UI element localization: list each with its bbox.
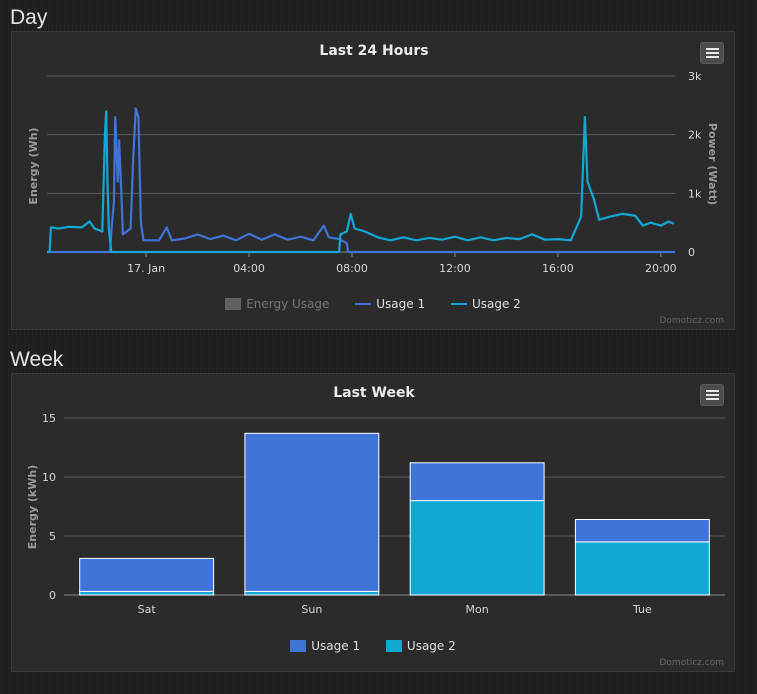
menu-bar (706, 390, 719, 392)
legend-item-usage-2[interactable]: Usage 2 (450, 297, 521, 311)
x-tick-label: Mon (466, 603, 489, 616)
y-tick-label: 10 (42, 471, 56, 484)
x-tick-label: 12:00 (439, 262, 471, 275)
week-legend: Usage 1 Usage 2 (12, 639, 734, 653)
menu-bar (706, 52, 719, 54)
plot-area (79, 432, 710, 596)
x-axis-ticks: Sat Sun Mon Tue (138, 603, 652, 616)
menu-bar (706, 56, 719, 58)
y-tick-label: 2k (688, 129, 702, 142)
legend-swatch (290, 639, 307, 652)
x-tick-label: 17. Jan (127, 262, 165, 275)
week-section-title: Week (10, 348, 64, 371)
legend-swatch (385, 639, 402, 652)
menu-bar (706, 398, 719, 400)
day-legend: Energy Usage Usage 1 Usage 2 (12, 297, 734, 311)
bar-usage-2-sun (244, 591, 380, 596)
menu-bar (706, 394, 719, 396)
bar-usage-2-sat (79, 591, 215, 596)
credit-link[interactable]: Domoticz.com (659, 316, 725, 326)
legend-item-usage-2[interactable]: Usage 2 (385, 639, 456, 653)
legend-swatch (450, 302, 467, 305)
bar-usage-1-sun (244, 432, 380, 592)
y-tick-label: 15 (42, 412, 56, 425)
y-axis-left-label: Energy (Wh) (27, 127, 40, 204)
legend-label: Usage 2 (471, 297, 521, 311)
y-tick-label: 1k (688, 187, 702, 200)
day-chart-menu-button[interactable] (700, 42, 724, 64)
day-chart-panel: Last 24 Hours 0 1k 2k 3k 17. Jan 04:00 08:00 1… (11, 31, 735, 330)
chart-title: Last Week (333, 385, 415, 401)
x-tick-label: Sun (301, 603, 322, 616)
x-tick-label: 20:00 (645, 262, 677, 275)
x-tick-label: Tue (632, 603, 652, 616)
day-section-title: Day (10, 6, 48, 29)
credit-link[interactable]: Domoticz.com (659, 658, 725, 668)
bar-usage-1-tue (574, 519, 710, 543)
legend-item-usage-1[interactable]: Usage 1 (290, 639, 360, 653)
legend-swatch (355, 302, 372, 305)
plot-area (47, 107, 675, 254)
x-axis-ticks: 17. Jan 04:00 08:00 12:00 16:00 20:00 (127, 252, 677, 275)
series-line-usage-2 (47, 110, 675, 254)
y-tick-label: 0 (688, 246, 695, 259)
legend-item-energy-usage[interactable]: Energy Usage (225, 297, 329, 311)
x-tick-label: 04:00 (233, 262, 265, 275)
menu-bar (706, 48, 719, 50)
chart-title: Last 24 Hours (319, 43, 428, 59)
legend-label: Usage 1 (311, 639, 361, 653)
x-tick-label: 08:00 (336, 262, 368, 275)
bar-usage-1-sat (79, 557, 215, 592)
week-chart: Last Week 0 5 10 15 Sat Sun Mon Tue Energy (kW… (26, 385, 725, 616)
y-tick-label: 3k (688, 70, 702, 83)
bar-usage-2-mon (409, 500, 545, 596)
x-tick-label: 16:00 (542, 262, 574, 275)
legend-label: Usage 2 (406, 639, 456, 653)
series-line-usage-1 (47, 107, 675, 254)
bar-usage-1-mon (409, 462, 545, 502)
y-tick-label: 5 (49, 530, 56, 543)
week-chart-menu-button[interactable] (700, 384, 724, 406)
y-tick-label: 0 (49, 589, 56, 602)
legend-label: Energy Usage (246, 297, 330, 311)
y-axis-right-label: Power (Watt) (706, 123, 719, 205)
bar-usage-2-tue (574, 541, 710, 596)
y-axis-right-ticks: 0 1k 2k 3k (688, 70, 702, 259)
legend-item-usage-1[interactable]: Usage 1 (355, 297, 425, 311)
legend-swatch (225, 297, 242, 310)
week-chart-panel: Last Week 0 5 10 15 Sat Sun Mon Tue Energy (kW… (11, 373, 735, 672)
y-axis-label: Energy (kWh) (26, 465, 39, 549)
x-tick-label: Sat (138, 603, 157, 616)
legend-label: Usage 1 (376, 297, 426, 311)
y-axis-ticks: 0 5 10 15 (42, 412, 56, 602)
